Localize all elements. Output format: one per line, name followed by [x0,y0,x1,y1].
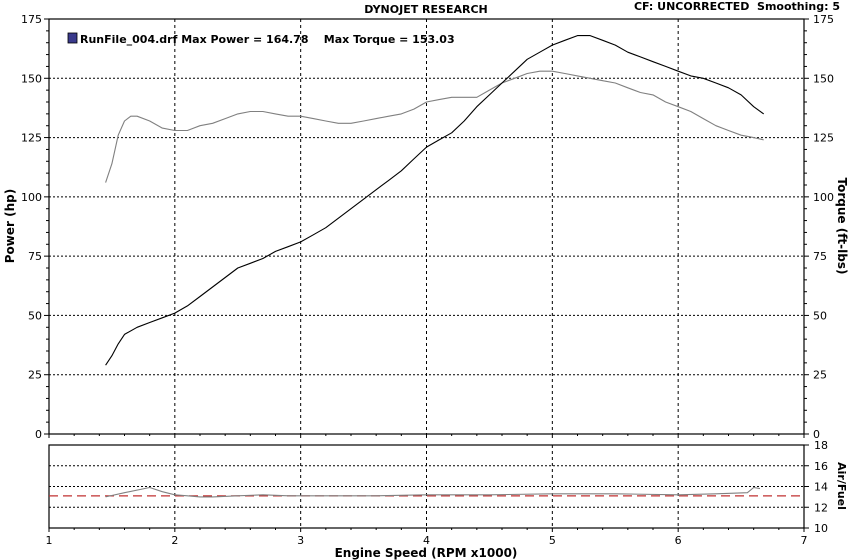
y-tick-label-torque: 75 [813,250,827,263]
y-tick-label-power: 100 [21,191,42,204]
afr-series-line [105,486,761,498]
power-series-line [105,35,765,366]
y-axis-label-afr: Air/Fuel [835,462,848,510]
y-tick-label-torque: 125 [813,132,834,145]
y-axis-label-power: Power (hp) [3,189,17,263]
x-tick-label: 7 [801,534,808,547]
x-tick-label: 6 [675,534,682,547]
header-info: CF: UNCORRECTED Smoothing: 5 [634,0,840,13]
y-tick-label-power: 50 [28,309,42,322]
afr-tick-label: 12 [814,501,828,514]
x-tick-label: 1 [46,534,53,547]
afr-tick-label: 16 [814,460,828,473]
afr-tick-label: 18 [814,439,828,452]
x-axis-label: Engine Speed (RPM x1000) [335,546,518,560]
y-tick-label-torque: 0 [813,428,820,441]
x-tick-label: 5 [549,534,556,547]
afr-tick-label: 14 [814,481,828,494]
legend-swatch [67,32,78,44]
y-tick-label-power: 25 [28,369,42,382]
x-tick-label: 3 [297,534,304,547]
y-tick-label-torque: 150 [813,72,834,85]
legend-text: RunFile_004.drf Max Power = 164.78 Max T… [80,33,455,46]
y-tick-label-power: 175 [21,13,42,26]
y-tick-label-power: 125 [21,132,42,145]
x-tick-label: 2 [171,534,178,547]
y-tick-label-torque: 25 [813,369,827,382]
y-tick-label-torque: 100 [813,191,834,204]
afr-tick-label: 10 [814,522,828,535]
main-plot-area [48,18,805,435]
y-tick-label-torque: 175 [813,13,834,26]
y-axis-label-torque: Torque (ft-lbs) [835,178,849,275]
x-tick-label: 4 [423,534,430,547]
y-tick-label-power: 0 [35,428,42,441]
chart-title: DYNOJET RESEARCH [364,3,487,16]
torque-series-line [105,70,764,183]
y-tick-label-torque: 50 [813,309,827,322]
y-tick-label-power: 75 [28,250,42,263]
y-tick-label-power: 150 [21,72,42,85]
